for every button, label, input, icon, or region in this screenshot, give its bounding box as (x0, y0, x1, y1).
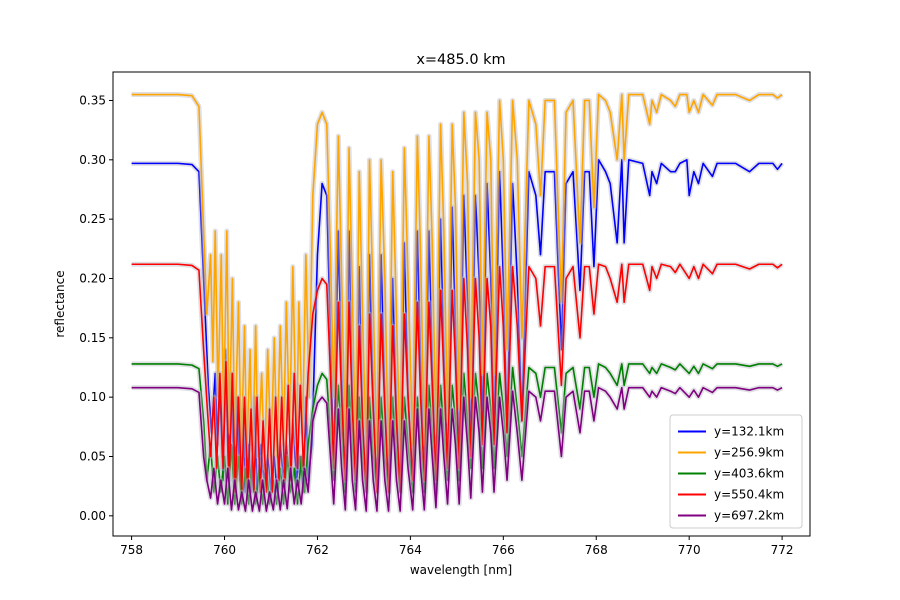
axes-frame (112, 71, 811, 537)
legend-label: y=550.4km (714, 488, 784, 502)
x-tick-label: 764 (399, 543, 422, 557)
x-tick-label: 766 (492, 543, 515, 557)
y-tick-label: 0.25 (79, 212, 106, 226)
y-axis-label: reflectance (53, 270, 67, 337)
y-tick-label: 0.10 (79, 390, 106, 404)
y-axis-ticks: 0.00 0.05 0.10 0.15 0.20 0.25 0.30 0.35 (79, 93, 113, 523)
y-tick-label: 0.35 (79, 93, 106, 107)
legend-box (669, 414, 803, 529)
chart-title: x=485.0 km (416, 52, 505, 68)
series-line (131, 93, 783, 470)
x-tick-label: 768 (585, 543, 608, 557)
x-axis-label: wavelength [nm] (410, 563, 512, 577)
y-tick-label: 0.15 (79, 331, 106, 345)
legend-label: y=697.2km (714, 509, 784, 523)
series-line (131, 263, 783, 493)
series-line (131, 363, 783, 505)
y-tick-label: 0.00 (79, 509, 106, 523)
x-tick-label: 760 (213, 543, 236, 557)
y-tick-label: 0.20 (79, 271, 106, 285)
series-line (131, 386, 783, 512)
y-tick-label: 0.30 (79, 153, 106, 167)
x-axis-ticks: 758 760 762 764 766 768 770 772 (120, 536, 794, 557)
series-layer (131, 92, 785, 514)
legend-label: y=403.6km (714, 467, 784, 481)
y-tick-label: 0.05 (79, 449, 106, 463)
x-tick-label: 762 (306, 543, 329, 557)
legend: y=132.1km y=256.9km y=403.6km y=550.4km y=69… (669, 414, 803, 529)
x-tick-label: 772 (771, 543, 794, 557)
x-tick-label: 770 (678, 543, 701, 557)
legend-label: y=256.9km (714, 446, 784, 460)
legend-label: y=132.1km (714, 425, 784, 439)
x-tick-label: 758 (120, 543, 143, 557)
